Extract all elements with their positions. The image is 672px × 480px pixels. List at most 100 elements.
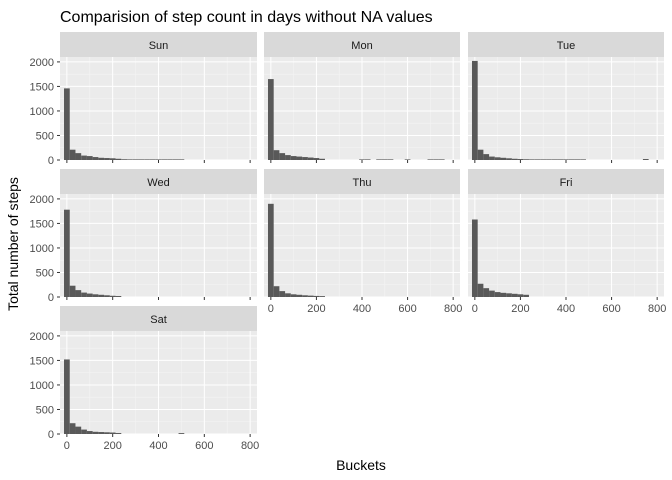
bar-sun: [155, 159, 162, 160]
bar-wed: [115, 296, 122, 297]
bar-wed: [75, 290, 82, 297]
x-tick-label: 800: [444, 303, 462, 315]
bar-tue: [534, 159, 541, 160]
bar-tue: [557, 159, 564, 160]
bar-sun: [127, 159, 133, 160]
bar-sat: [92, 431, 99, 434]
bar-fri: [483, 288, 490, 297]
bar-sun: [98, 157, 105, 160]
bar-mon: [438, 159, 445, 160]
y-axis-title: Total number of steps: [5, 177, 21, 311]
bar-tue: [483, 154, 490, 160]
bar-tue: [506, 158, 512, 160]
x-tick-label: 600: [602, 303, 620, 315]
strip-tue: [468, 32, 664, 57]
bar-mon: [381, 159, 388, 160]
bar-sun: [149, 159, 156, 160]
facet-fri: Fri 0 200 400 600 800: [468, 169, 666, 315]
bar-fri: [471, 219, 478, 297]
bar-tue: [540, 159, 547, 160]
bar-wed: [81, 292, 87, 297]
bar-sun: [121, 159, 128, 160]
bar-wed: [98, 294, 105, 297]
facet-sat: Sat 0 500 1000 1500 2000 0 200 400 600 800: [30, 306, 259, 452]
bar-wed: [86, 293, 93, 297]
bar-thu: [307, 295, 314, 297]
strip-label-tue: Tue: [557, 40, 576, 52]
bar-mon: [290, 156, 297, 160]
strip-sun: [60, 32, 257, 57]
bar-sat: [75, 426, 82, 434]
bar-tue: [574, 159, 581, 160]
x-tick-label: 0: [268, 303, 274, 315]
bar-tue: [580, 159, 586, 160]
bar-sun: [92, 157, 99, 160]
bar-sat: [64, 359, 70, 434]
bar-sun: [69, 149, 76, 160]
bar-sun: [115, 158, 122, 160]
bar-mon: [319, 158, 325, 160]
bar-tue: [546, 159, 552, 160]
strip-sat: [60, 306, 257, 331]
strip-fri: [468, 169, 664, 194]
bar-sun: [81, 155, 87, 160]
bar-tue: [477, 149, 484, 160]
y-tick-label: 500: [36, 404, 54, 416]
strip-mon: [264, 32, 460, 57]
bar-fri: [506, 293, 512, 297]
x-tick-label: 200: [104, 440, 122, 452]
bar-fri: [477, 283, 484, 297]
y-tick-label: 2000: [30, 331, 54, 343]
bar-fri: [494, 292, 501, 297]
strip-label-wed: Wed: [147, 177, 169, 189]
bar-tue: [551, 159, 558, 160]
bar-sat: [81, 429, 87, 434]
x-tick-label: 200: [307, 303, 325, 315]
bar-tue: [494, 157, 501, 160]
bar-fri: [511, 293, 518, 297]
strip-label-mon: Mon: [351, 40, 372, 52]
facet-tue: Tue: [468, 32, 664, 163]
bar-fri: [500, 292, 507, 297]
bar-wed: [64, 209, 70, 297]
y-tick-label: 2000: [30, 194, 54, 206]
bar-sun: [64, 88, 70, 160]
bar-thu: [302, 295, 308, 297]
facet-sun: Sun 0 500 1000 1500 2000: [30, 32, 257, 167]
bar-thu: [319, 296, 325, 297]
bar-sat: [98, 432, 105, 434]
y-tick-label: 1000: [30, 243, 54, 255]
bar-wed: [69, 285, 76, 297]
bar-sun: [144, 159, 150, 160]
bar-fri: [517, 294, 524, 297]
bar-thu: [313, 295, 320, 297]
bar-fri: [523, 294, 529, 297]
facet-wed: Wed 0 500 1000 1500 2000: [30, 169, 257, 304]
y-tick-label: 1000: [30, 380, 54, 392]
bar-sat: [86, 431, 93, 434]
bar-fri: [489, 290, 495, 297]
y-tick-label: 0: [48, 429, 54, 441]
bar-tue: [511, 158, 518, 160]
bar-mon: [433, 159, 439, 160]
x-tick-label: 800: [648, 303, 666, 315]
bar-wed: [92, 294, 99, 297]
bar-mon: [285, 155, 291, 160]
y-tick-label: 0: [48, 292, 54, 304]
x-tick-label: 200: [511, 303, 529, 315]
bar-thu: [290, 294, 297, 297]
y-tick-label: 500: [36, 130, 54, 142]
bar-sun: [75, 153, 82, 160]
y-tick-label: 1500: [30, 81, 54, 93]
bar-sun: [161, 159, 168, 160]
bar-sat: [178, 433, 185, 434]
x-tick-label: 400: [557, 303, 575, 315]
x-tick-label: 800: [241, 440, 259, 452]
bar-tue: [517, 159, 524, 160]
bar-mon: [387, 159, 394, 160]
bar-sun: [109, 158, 116, 160]
bar-tue: [500, 157, 507, 160]
bar-mon: [359, 159, 365, 160]
